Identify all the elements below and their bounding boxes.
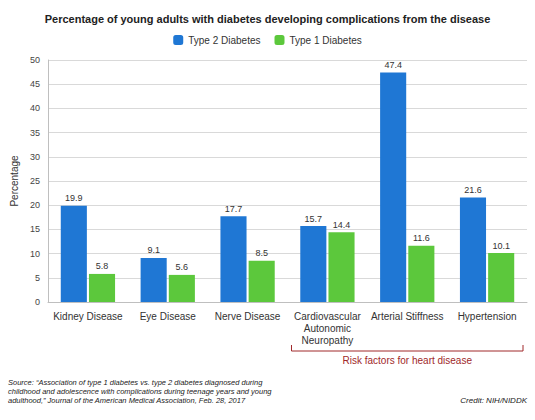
svg-text:50: 50 — [30, 55, 40, 65]
svg-text:10.1: 10.1 — [492, 241, 510, 251]
svg-text:Percentage: Percentage — [9, 155, 20, 207]
svg-text:Arterial Stiffness: Arterial Stiffness — [371, 311, 444, 322]
svg-text:childhood and adolescence with: childhood and adolescence with complicat… — [8, 387, 272, 396]
svg-text:Autonomic: Autonomic — [304, 323, 351, 334]
svg-text:adulthood,” Journal of the Ame: adulthood,” Journal of the American Medi… — [8, 396, 246, 405]
svg-text:Nerve Disease: Nerve Disease — [215, 311, 281, 322]
svg-text:25: 25 — [30, 176, 40, 186]
svg-text:8.5: 8.5 — [255, 248, 268, 258]
svg-text:Neuropathy: Neuropathy — [302, 335, 354, 346]
svg-text:Hypertension: Hypertension — [458, 311, 517, 322]
svg-text:35: 35 — [30, 128, 40, 138]
svg-text:15.7: 15.7 — [305, 214, 323, 224]
svg-text:45: 45 — [30, 79, 40, 89]
svg-text:20: 20 — [30, 200, 40, 210]
svg-text:14.4: 14.4 — [333, 220, 351, 230]
svg-text:5.8: 5.8 — [96, 261, 109, 271]
svg-text:Type 1 Diabetes: Type 1 Diabetes — [290, 35, 362, 46]
svg-text:15: 15 — [30, 224, 40, 234]
svg-text:Source: “Association of type 1: Source: “Association of type 1 diabetes … — [8, 378, 263, 387]
svg-text:9.1: 9.1 — [147, 245, 160, 255]
svg-text:Risk factors for heart disease: Risk factors for heart disease — [343, 355, 473, 366]
svg-text:47.4: 47.4 — [384, 60, 402, 70]
svg-text:5: 5 — [35, 273, 40, 283]
svg-text:Type 2 Diabetes: Type 2 Diabetes — [188, 35, 260, 46]
svg-text:Eye Disease: Eye Disease — [140, 311, 197, 322]
svg-text:0: 0 — [35, 297, 40, 307]
svg-text:5.6: 5.6 — [176, 262, 189, 272]
svg-text:40: 40 — [30, 103, 40, 113]
svg-text:10: 10 — [30, 249, 40, 259]
svg-text:Percentage of young adults wit: Percentage of young adults with diabetes… — [45, 13, 491, 25]
svg-text:11.6: 11.6 — [413, 233, 430, 243]
svg-text:17.7: 17.7 — [225, 204, 243, 214]
svg-text:19.9: 19.9 — [65, 193, 83, 203]
svg-text:30: 30 — [30, 152, 40, 162]
svg-text:Credit: NIH/NIDDK: Credit: NIH/NIDDK — [460, 396, 527, 405]
svg-text:Kidney Disease: Kidney Disease — [53, 311, 123, 322]
svg-text:21.6: 21.6 — [464, 185, 482, 195]
svg-text:Cardiovascular: Cardiovascular — [294, 311, 361, 322]
